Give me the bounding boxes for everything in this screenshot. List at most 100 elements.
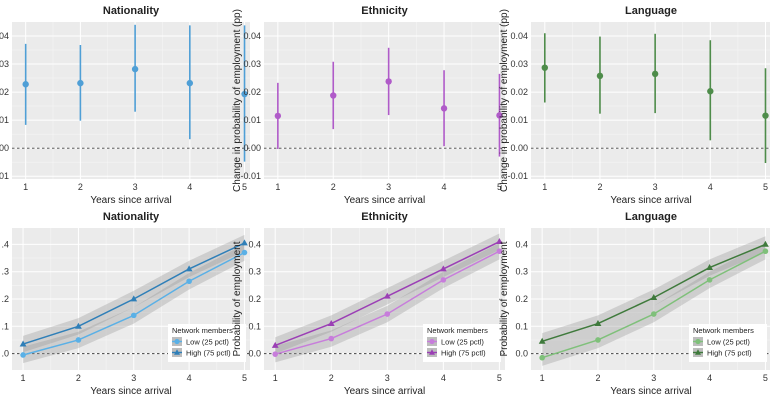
plot-background (531, 22, 770, 179)
data-point-triangle (241, 239, 248, 246)
point-estimate (77, 79, 84, 87)
panel-title: Nationality (103, 211, 160, 223)
x-tick-label: 5 (763, 182, 768, 192)
data-point-circle (762, 248, 769, 255)
y-tick-label: 0.3 (248, 267, 261, 277)
x-tick-label: 5 (242, 373, 247, 383)
data-point-triangle (650, 294, 658, 301)
y-tick-label: .0 (1, 349, 9, 359)
y-tick-label: 0.03 (0, 59, 9, 69)
x-tick-label: 1 (540, 373, 545, 383)
y-tick-label: 0.0 (515, 349, 528, 359)
y-tick-label: 0.04 (243, 31, 261, 41)
legend-label: High (75 pctl) (707, 349, 752, 358)
data-point-triangle (185, 265, 193, 272)
x-tick-label: 1 (21, 373, 26, 383)
y-tick-label: 0.1 (248, 321, 261, 331)
data-point-circle (20, 352, 26, 358)
data-point-circle (539, 354, 545, 361)
legend-label: High (75 pctl) (441, 349, 486, 358)
data-point-circle (272, 351, 279, 357)
x-tick-label: 1 (275, 182, 280, 192)
y-tick-label: 0.02 (243, 87, 261, 97)
point-estimate (440, 105, 448, 112)
data-point-circle (496, 248, 503, 255)
legend-key-circle (695, 338, 701, 345)
y-tick-label: 0.3 (515, 267, 528, 277)
y-tick-label: .3 (1, 267, 9, 277)
confidence-band (275, 243, 500, 363)
x-tick-label: 1 (542, 182, 547, 192)
x-tick-label: 3 (653, 182, 658, 192)
point-estimate (385, 78, 392, 85)
point-estimate (131, 65, 139, 73)
x-tick-label: 2 (76, 373, 81, 383)
y-tick-label: 0.04 (0, 31, 9, 41)
legend-label: Low (25 pctl) (441, 338, 484, 347)
data-point-circle (186, 278, 192, 285)
y-tick-label: 0.02 (510, 87, 528, 97)
plot-background (12, 22, 250, 179)
x-tick-label: 2 (331, 182, 336, 192)
y-tick-label: 0.04 (510, 31, 528, 41)
data-point-triangle (327, 319, 335, 326)
legend-title: Network members (693, 326, 754, 335)
panel-1: -0.01 0.00 0.01 0.02 0.03 0.04 1 2 3 4 5 Nationalit… (0, 5, 250, 206)
plot-background (264, 22, 505, 179)
point-estimate (330, 92, 337, 99)
panel-title: Language (625, 5, 677, 17)
y-tick-label: 0.2 (248, 294, 261, 304)
legend-key-circle (429, 338, 435, 345)
x-tick-label: 5 (497, 373, 502, 383)
data-point-triangle (130, 295, 138, 302)
y-tick-label: 0.0 (248, 349, 261, 359)
x-tick-label: 2 (78, 182, 83, 192)
x-axis-label: Years since arrival (90, 195, 171, 206)
legend: Network members Low (25 pctl) High (75 pct… (168, 324, 246, 362)
point-estimate (186, 79, 194, 87)
y-tick-label: 0.00 (0, 143, 9, 153)
point-estimate (496, 112, 503, 119)
y-axis-label: Probability of employment (232, 241, 243, 356)
data-point-circle (328, 335, 335, 342)
y-tick-label: .4 (1, 239, 9, 249)
y-tick-label: 0.4 (515, 239, 528, 249)
data-point-circle (650, 311, 657, 317)
data-point-circle (595, 337, 601, 343)
x-tick-label: 4 (442, 182, 447, 192)
legend-label: Low (25 pctl) (186, 338, 229, 347)
x-tick-label: 4 (708, 182, 713, 192)
x-tick-label: 1 (23, 182, 28, 192)
x-tick-label: 5 (497, 182, 502, 192)
x-tick-label: 1 (273, 373, 278, 383)
data-point-circle (241, 249, 248, 256)
x-tick-label: 3 (386, 182, 391, 192)
data-point-triangle (439, 265, 447, 272)
panel-2: -0.01 0.00 0.01 0.02 0.03 0.04 1 2 3 4 5 Ethnicity Y… (232, 5, 505, 206)
legend-title: Network members (172, 326, 233, 335)
x-tick-label: 4 (707, 373, 712, 383)
x-axis-label: Years since arrival (344, 195, 425, 206)
panel-6: 0.0 0.1 0.2 0.3 0.4 1 2 3 4 5 Language Years since … (499, 211, 770, 397)
point-estimate (707, 88, 714, 95)
data-point-triangle (75, 322, 82, 329)
legend-key-triangle (429, 349, 435, 355)
x-tick-label: 2 (329, 373, 334, 383)
y-tick-label: 0.00 (243, 143, 261, 153)
point-estimate (541, 64, 548, 71)
y-tick-label: .2 (1, 294, 9, 304)
x-tick-label: 2 (595, 373, 600, 383)
data-point-triangle (538, 337, 546, 344)
panel-4: .0 .1 .2 .3 .4 1 2 3 4 5 Nationality Years since ar… (1, 211, 250, 397)
panel-5: 0.0 0.1 0.2 0.3 0.4 1 2 3 4 5 Ethnicity Years since… (232, 211, 505, 397)
confidence-band (23, 244, 245, 364)
x-tick-label: 4 (187, 373, 192, 383)
y-tick-label: 0.03 (243, 59, 261, 69)
y-tick-label: 0.01 (510, 115, 528, 125)
y-tick-label: 0.03 (510, 59, 528, 69)
y-axis-label: Change in probability of employment (pp) (232, 9, 243, 192)
point-estimate (762, 112, 769, 119)
y-tick-label: 0.02 (0, 87, 9, 97)
y-tick-label: 0.1 (515, 321, 528, 331)
x-axis-label: Years since arrival (90, 386, 171, 397)
